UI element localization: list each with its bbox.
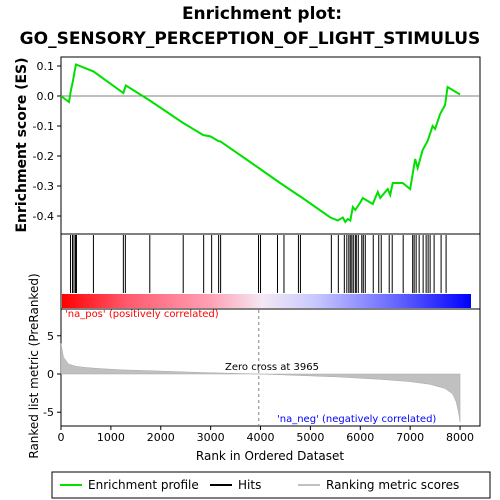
es-y-tick-label: -0.3 xyxy=(33,180,54,193)
legend-label: Ranking metric scores xyxy=(326,478,459,492)
es-y-tick-label: 0.0 xyxy=(37,90,55,103)
pos-label: 'na_pos' (positively correlated) xyxy=(65,309,219,320)
x-tick-label: 6000 xyxy=(346,431,374,444)
x-tick-label: 8000 xyxy=(446,431,474,444)
metric-y-axis-label: Ranked list metric (PreRanked) xyxy=(27,273,41,458)
x-tick-label: 2000 xyxy=(147,431,175,444)
x-axis-label: Rank in Ordered Dataset xyxy=(196,449,344,463)
x-tick-label: 1000 xyxy=(97,431,125,444)
es-y-tick-label: -0.2 xyxy=(33,150,54,163)
x-tick-label: 4000 xyxy=(247,431,275,444)
es-y-tick-label: -0.4 xyxy=(33,210,54,223)
metric-y-tick-label: 0 xyxy=(47,368,54,381)
es-y-tick-label: -0.1 xyxy=(33,120,54,133)
es-y-axis: 0.1 0.0 -0.1 -0.2 -0.3 -0.4 xyxy=(33,60,61,223)
legend-label: Hits xyxy=(238,478,261,492)
legend-label: Enrichment profile xyxy=(88,478,199,492)
x-tick-label: 7000 xyxy=(396,431,424,444)
neg-label: 'na_neg' (negatively correlated) xyxy=(277,414,436,425)
x-tick-label: 0 xyxy=(58,431,65,444)
chart-title-line1: Enrichment plot: xyxy=(182,4,342,24)
x-tick-label: 5000 xyxy=(296,431,324,444)
legend-items: Enrichment profile Hits Ranking metric sco… xyxy=(60,478,459,492)
zero-cross-label: Zero cross at 3965 xyxy=(225,362,319,373)
ranking-color-bar xyxy=(62,294,471,308)
metric-y-axis: 5 0 -5 xyxy=(43,330,61,419)
es-y-axis-label: Enrichment score (ES) xyxy=(14,57,30,232)
metric-y-tick-label: 5 xyxy=(47,330,54,343)
chart-title-line2: GO_SENSORY_PERCEPTION_OF_LIGHT_STIMULUS xyxy=(20,29,481,49)
metric-y-tick-label: -5 xyxy=(43,406,54,419)
es-panel xyxy=(61,57,480,234)
x-tick-label: 3000 xyxy=(197,431,225,444)
x-axis: 0 1000 2000 3000 4000 5000 6000 7000 8000 xyxy=(58,426,475,444)
es-y-tick-label: 0.1 xyxy=(37,60,55,73)
